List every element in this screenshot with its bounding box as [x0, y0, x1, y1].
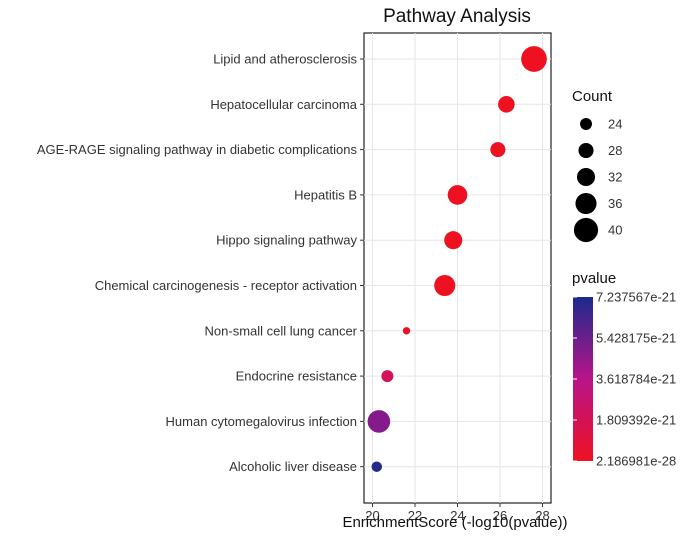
color-legend-label: 2.186981e-28 — [596, 454, 676, 469]
y-tick-label: Human cytomegalovirus infection — [166, 414, 357, 429]
data-points — [367, 46, 547, 472]
size-legend-title: Count — [572, 88, 613, 105]
pvalue-colorbar — [573, 297, 593, 461]
size-legend-dot — [575, 192, 597, 215]
y-tick-label: Hepatocellular carcinoma — [210, 97, 357, 112]
y-tick-label: Hepatitis B — [294, 187, 357, 202]
y-tick-label: Alcoholic liver disease — [229, 459, 357, 474]
y-axis-labels: Lipid and atherosclerosis Hepatocellular … — [37, 52, 364, 474]
y-tick-label: Non-small cell lung cancer — [205, 323, 358, 338]
size-legend-label: 32 — [608, 170, 622, 185]
size-legend-label: 28 — [608, 143, 622, 158]
size-legend-dot — [578, 142, 594, 159]
size-legend-label: 36 — [608, 196, 622, 211]
data-point — [402, 327, 411, 335]
x-tick-label: 26 — [493, 508, 507, 523]
data-point — [498, 96, 515, 113]
color-legend-labels: 7.237567e-21 5.428175e-21 3.618784e-21 1.80… — [573, 290, 676, 469]
y-tick-label: Chemical carcinogenesis - receptor activ… — [95, 278, 357, 293]
data-point — [434, 274, 456, 297]
color-legend-label: 1.809392e-21 — [596, 413, 676, 428]
color-legend-label: 5.428175e-21 — [596, 331, 676, 346]
size-legend-dot — [573, 217, 599, 243]
data-point — [381, 370, 394, 383]
chart-title: Pathway Analysis — [383, 6, 531, 27]
data-point — [490, 142, 506, 158]
x-axis-title: EnrichmentScore (-log10(pvalue)) — [342, 514, 567, 531]
data-point — [367, 410, 391, 433]
x-tick-label: 24 — [450, 508, 464, 523]
x-tick-label: 28 — [535, 508, 549, 523]
x-tick-label: 22 — [408, 508, 422, 523]
x-tick-label: 20 — [365, 508, 379, 523]
size-legend: 24 28 32 36 40 — [573, 117, 622, 243]
size-legend-dot — [580, 118, 592, 130]
size-legend-dot — [576, 167, 596, 187]
y-tick-label: Endocrine resistance — [236, 369, 357, 384]
data-point — [444, 231, 463, 250]
y-tick-label: AGE-RAGE signaling pathway in diabetic c… — [37, 142, 358, 157]
color-legend-label: 7.237567e-21 — [596, 290, 676, 305]
size-legend-label: 24 — [608, 117, 622, 132]
data-point — [371, 461, 382, 472]
color-legend-label: 3.618784e-21 — [596, 372, 676, 387]
size-legend-label: 40 — [608, 223, 622, 238]
data-point — [447, 185, 468, 205]
x-axis-ticks: 20 22 24 26 28 — [365, 503, 550, 523]
data-point — [521, 46, 547, 72]
color-legend-title: pvalue — [572, 270, 616, 287]
y-tick-label: Lipid and atherosclerosis — [213, 52, 357, 67]
y-tick-label: Hippo signaling pathway — [216, 233, 357, 248]
